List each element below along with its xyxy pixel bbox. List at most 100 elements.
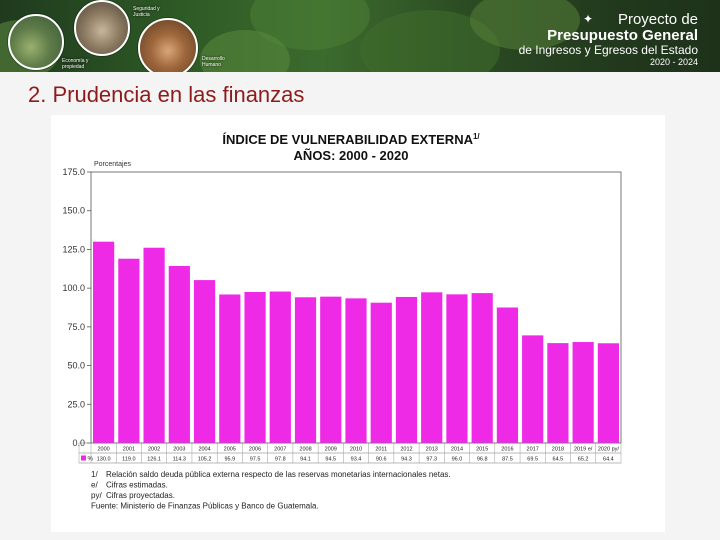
data-label: 95.9 bbox=[224, 457, 235, 463]
economy-caption: Economía y propiedad bbox=[62, 58, 89, 70]
source-note: Fuente: Ministerio de Finanzas Públicas … bbox=[91, 502, 319, 511]
bar-2011 bbox=[370, 302, 392, 443]
star-icon: ✦ bbox=[583, 12, 594, 26]
bar-2002 bbox=[143, 247, 165, 443]
data-label: 97.8 bbox=[275, 457, 286, 463]
x-tick-label: 2020 py/ bbox=[598, 447, 620, 453]
bar-2005 bbox=[219, 294, 241, 443]
x-tick-label: 2015 bbox=[476, 447, 488, 453]
data-label: 94.1 bbox=[300, 457, 311, 463]
security-caption: Seguridad y Justicia bbox=[133, 6, 160, 18]
y-tick-label: 0.0 bbox=[72, 438, 85, 448]
bar-2001 bbox=[118, 258, 140, 443]
bar-2007 bbox=[269, 291, 291, 443]
chart-subtitle: AÑOS: 2000 - 2020 bbox=[294, 148, 409, 163]
banner-title-line-2: Presupuesto General bbox=[547, 27, 698, 44]
x-tick-label: 2017 bbox=[527, 447, 539, 453]
bar-2019e bbox=[572, 342, 594, 443]
data-label: 114.3 bbox=[173, 457, 186, 463]
x-tick-label: 2003 bbox=[173, 447, 185, 453]
bar-2018 bbox=[547, 343, 569, 443]
foliage-decoration bbox=[200, 30, 290, 72]
slide-heading: 2. Prudencia en las finanzas bbox=[28, 82, 305, 107]
x-tick-label: 2013 bbox=[426, 447, 438, 453]
data-label: 69.5 bbox=[527, 457, 538, 463]
banner-title: Proyecto de Presupuesto General de Ingre… bbox=[519, 12, 698, 68]
chart-notes: 1/Relación saldo deuda pública externa r… bbox=[91, 470, 451, 511]
data-label: 96.0 bbox=[452, 457, 463, 463]
chart-title-text: ÍNDICE DE VULNERABILIDAD EXTERNA bbox=[222, 132, 473, 147]
bar-chart: ÍNDICE DE VULNERABILIDAD EXTERNA1/ AÑOS:… bbox=[62, 132, 622, 511]
banner-title-line-4: 2020 - 2024 bbox=[649, 57, 698, 67]
data-label: 94.3 bbox=[401, 457, 412, 463]
x-tick-label: 2008 bbox=[299, 447, 311, 453]
x-tick-label: 2005 bbox=[224, 447, 236, 453]
note-text: Relación saldo deuda pública externa res… bbox=[106, 470, 451, 479]
x-tick-label: 2016 bbox=[501, 447, 513, 453]
x-tick-label: 2012 bbox=[400, 447, 412, 453]
bar-2014 bbox=[446, 294, 468, 443]
y-tick-label: 175.0 bbox=[62, 167, 85, 177]
data-label: 94.5 bbox=[325, 457, 336, 463]
bar-2013 bbox=[421, 292, 443, 443]
x-tick-label: 2001 bbox=[123, 447, 135, 453]
bar-2008 bbox=[294, 297, 317, 443]
data-label: 126.1 bbox=[147, 457, 161, 463]
note-text: Cifras estimadas. bbox=[106, 481, 168, 490]
bar-2015 bbox=[471, 293, 493, 443]
y-tick-label: 150.0 bbox=[62, 206, 85, 216]
security-photo bbox=[74, 0, 130, 56]
data-label: 97.5 bbox=[250, 457, 261, 463]
header-banner: Seguridad y Justicia Economía y propieda… bbox=[0, 0, 720, 72]
data-label: 96.8 bbox=[477, 457, 488, 463]
note-text: Cifras proyectadas. bbox=[106, 491, 175, 500]
data-label: 64.5 bbox=[553, 457, 564, 463]
bar-2006 bbox=[244, 292, 266, 443]
y-tick-label: 25.0 bbox=[67, 399, 85, 409]
x-tick-label: 2004 bbox=[198, 447, 210, 453]
foliage-decoration bbox=[470, 0, 580, 50]
x-tick-label: 2014 bbox=[451, 447, 463, 453]
x-tick-label: 2019 e/ bbox=[574, 447, 593, 453]
y-tick-label: 75.0 bbox=[67, 322, 85, 332]
note-mark: 1/ bbox=[91, 470, 98, 479]
series-name: % bbox=[88, 457, 94, 463]
note-mark: e/ bbox=[91, 481, 98, 490]
x-tick-label: 2011 bbox=[375, 447, 387, 453]
data-label: 93.4 bbox=[351, 457, 362, 463]
data-label: 97.3 bbox=[426, 457, 437, 463]
x-tick-label: 2007 bbox=[274, 447, 286, 453]
chart-title: ÍNDICE DE VULNERABILIDAD EXTERNA1/ bbox=[222, 132, 480, 147]
plot-area: 0.0 25.0 50.0 75.0 100.0 125.0 150.0 175.0%2000… bbox=[62, 167, 622, 464]
bar-2016 bbox=[496, 307, 519, 443]
y-tick-label: 125.0 bbox=[62, 244, 85, 254]
y-tick-label: 100.0 bbox=[62, 283, 85, 293]
human-development-photo bbox=[138, 18, 198, 72]
y-tick-label: 50.0 bbox=[67, 361, 85, 371]
bar-2020py bbox=[597, 343, 619, 443]
data-label: 119.0 bbox=[122, 457, 135, 463]
bar-2004 bbox=[193, 280, 216, 443]
legend-swatch bbox=[81, 455, 86, 461]
x-tick-label: 2000 bbox=[97, 447, 109, 453]
bar-2017 bbox=[522, 335, 544, 443]
data-label: 90.6 bbox=[376, 457, 387, 463]
bar-2010 bbox=[345, 298, 367, 443]
banner-title-line-3: de Ingresos y Egresos del Estado bbox=[518, 43, 698, 57]
economy-photo bbox=[8, 14, 64, 70]
x-tick-label: 2002 bbox=[148, 447, 160, 453]
banner-title-line-1: Proyecto de bbox=[617, 11, 698, 28]
bar-2009 bbox=[320, 296, 342, 443]
data-label: 64.4 bbox=[603, 457, 614, 463]
x-tick-label: 2018 bbox=[552, 447, 564, 453]
y-axis-label: Porcentajes bbox=[94, 161, 131, 168]
data-label: 87.5 bbox=[502, 457, 513, 463]
x-tick-label: 2006 bbox=[249, 447, 261, 453]
x-tick-label: 2010 bbox=[350, 447, 362, 453]
bar-2000 bbox=[93, 241, 115, 443]
bar-2003 bbox=[168, 265, 190, 443]
bar-2012 bbox=[395, 296, 418, 443]
data-label: 130.0 bbox=[97, 457, 111, 463]
chart-title-superscript: 1/ bbox=[473, 132, 480, 141]
chart-panel: ÍNDICE DE VULNERABILIDAD EXTERNA1/ AÑOS:… bbox=[51, 115, 665, 532]
